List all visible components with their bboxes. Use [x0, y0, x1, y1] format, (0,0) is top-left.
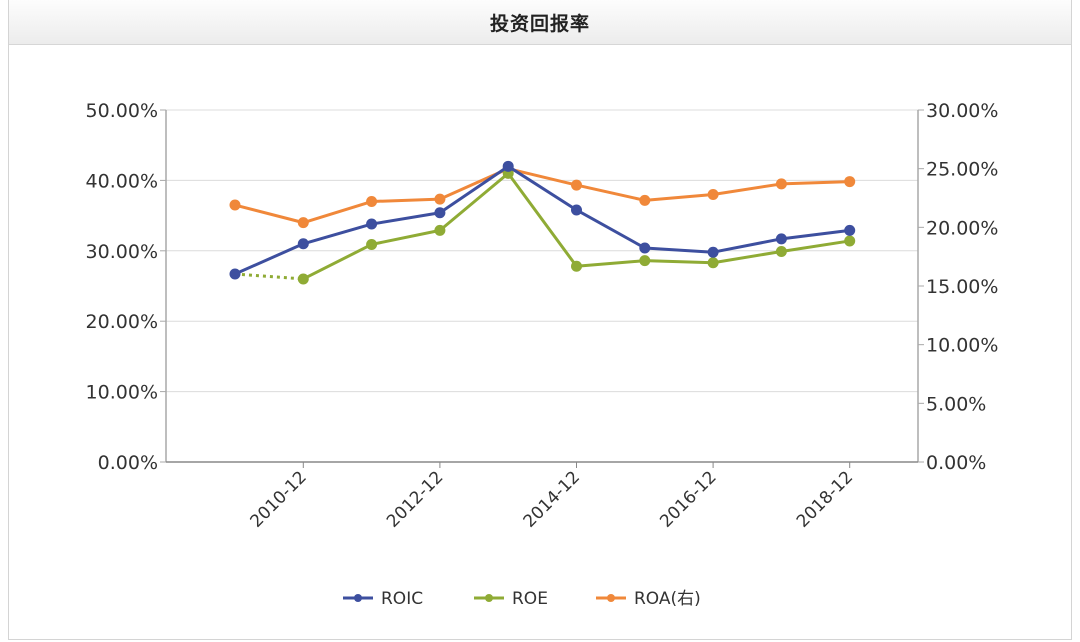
- roic-series-point: [571, 204, 582, 216]
- roe-series-point: [571, 260, 582, 272]
- roa-series-line: [234, 167, 850, 225]
- chart-panel: 投资回报率: [8, 0, 1072, 640]
- y-left-tick-label: 0.00%: [98, 452, 158, 474]
- x-tick-label: 2014-12: [520, 467, 584, 531]
- roe-series-point: [707, 257, 719, 269]
- y-right-tick-label: 30.00%: [926, 100, 998, 122]
- x-tick-label: 2018-12: [793, 467, 857, 531]
- roa-series-point: [571, 179, 582, 191]
- roa-series-point: [434, 193, 446, 205]
- roic-series-point: [844, 224, 856, 236]
- x-tick-label: 2016-12: [656, 467, 720, 531]
- roa-series-point: [707, 188, 719, 200]
- roic-series-point: [639, 242, 651, 254]
- y-right-tick-label: 20.00%: [926, 217, 998, 239]
- roa-series-point: [639, 194, 651, 206]
- roic-series-point: [775, 233, 787, 245]
- roe-series-point: [639, 255, 651, 267]
- panel-header: 投资回报率: [9, 0, 1071, 45]
- y-left-tick-label: 10.00%: [86, 382, 158, 404]
- y-left-tick-label: 20.00%: [86, 311, 158, 333]
- y-left-tick-label: 30.00%: [86, 241, 158, 263]
- y-right-tick-label: 5.00%: [926, 393, 986, 415]
- roic-series-point: [434, 207, 446, 219]
- roe-series-point: [297, 273, 309, 285]
- legend-swatch-marker: [607, 594, 615, 602]
- legend-label: ROA(右): [634, 589, 701, 609]
- roa-series-point: [366, 196, 378, 208]
- legend-swatch-marker: [485, 594, 493, 602]
- roa-series-point: [229, 199, 241, 211]
- roa-series-point: [844, 176, 856, 188]
- legend-label: ROIC: [381, 589, 423, 609]
- y-right-tick-label: 15.00%: [926, 276, 998, 298]
- roic-series-line: [234, 164, 850, 276]
- y-left-tick-label: 50.00%: [86, 100, 158, 122]
- roic-series-point: [366, 218, 378, 230]
- y-left-tick-label: 40.00%: [86, 170, 158, 192]
- y-right-tick-label: 0.00%: [926, 452, 986, 474]
- roe-series-point: [366, 238, 378, 250]
- roic-series-point: [502, 160, 514, 172]
- roe-series-point: [775, 246, 787, 258]
- legend-swatch-marker: [354, 594, 362, 602]
- chart-title: 投资回报率: [489, 12, 590, 35]
- roa-series-point: [297, 217, 309, 229]
- roic-series-point: [229, 268, 241, 280]
- roic-series-point: [707, 246, 719, 258]
- roe-series-point: [434, 224, 446, 236]
- roe-series-point: [844, 235, 856, 247]
- y-right-tick-label: 10.00%: [926, 335, 998, 357]
- legend-label: ROE: [512, 589, 548, 609]
- x-tick-label: 2010-12: [246, 467, 310, 531]
- y-right-tick-label: 25.00%: [926, 159, 998, 181]
- roic-series-point: [297, 238, 309, 250]
- roe-dotted-segment: [234, 272, 304, 281]
- roa-series-point: [775, 178, 787, 190]
- x-tick-label: 2012-12: [383, 467, 447, 531]
